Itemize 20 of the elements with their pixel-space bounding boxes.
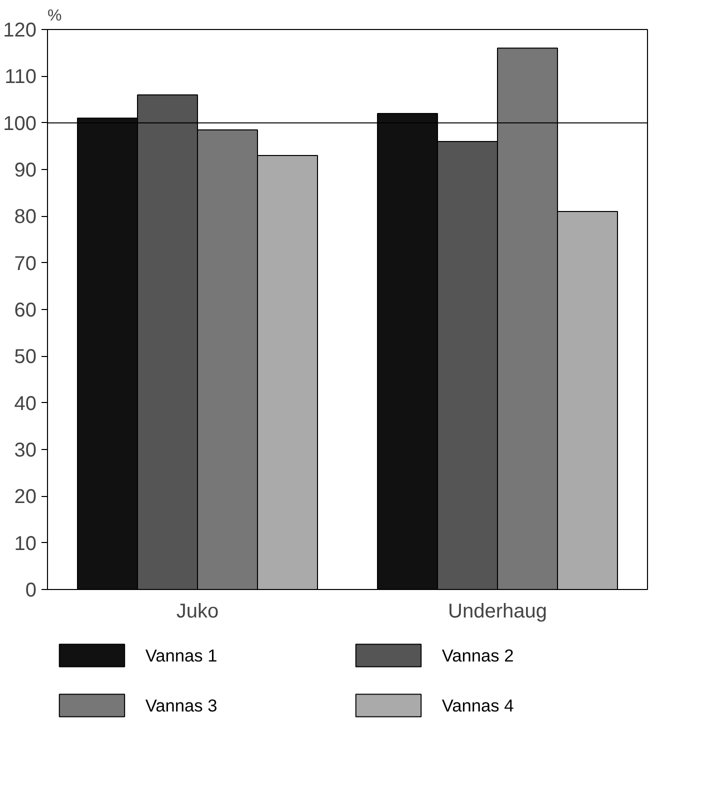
legend-label: Vannas 1 — [145, 646, 218, 666]
y-tick-label: 110 — [4, 66, 37, 88]
x-tick-label: Juko — [176, 600, 219, 622]
y-axis-title: % — [48, 8, 62, 24]
y-tick-label: 90 — [14, 160, 37, 182]
y-tick-label: 20 — [14, 486, 37, 508]
y-tick-label: 40 — [14, 392, 37, 415]
y-tick-label: 120 — [3, 20, 37, 42]
y-tick-label: 60 — [14, 300, 37, 322]
legend-label: Vannas 3 — [145, 696, 218, 716]
legend-label: Vannas 2 — [442, 646, 514, 666]
y-tick-label: 0 — [25, 580, 36, 602]
legend-label: Vannas 4 — [442, 696, 514, 716]
y-tick-label: 70 — [14, 252, 37, 275]
y-tick-label: 30 — [14, 440, 37, 462]
x-tick-label: Underhaug — [448, 600, 547, 622]
y-tick-label: 100 — [3, 112, 37, 135]
y-tick-label: 80 — [14, 206, 37, 228]
y-tick-label: 50 — [14, 346, 37, 368]
y-tick-label: 10 — [14, 532, 37, 555]
